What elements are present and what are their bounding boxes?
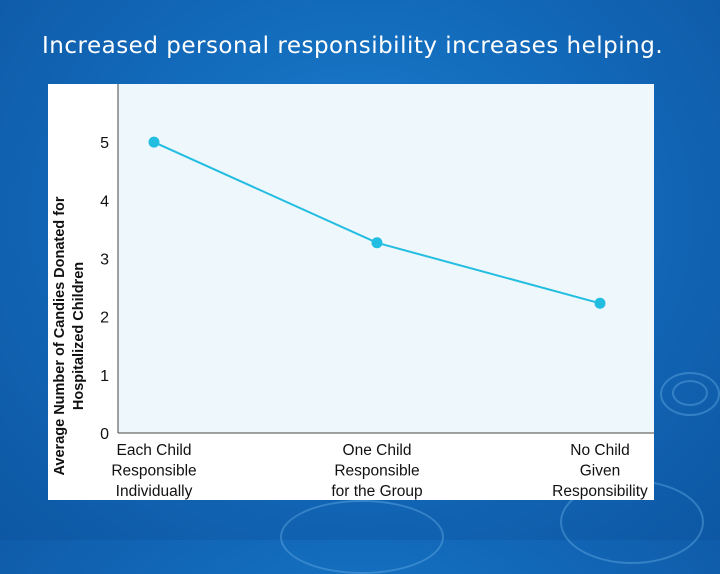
ripple-decoration [660, 372, 720, 416]
x-tick-label: No Child Given Responsibility [552, 442, 648, 500]
y-tick-label: 4 [100, 193, 109, 210]
plot-area [118, 84, 654, 433]
y-axis-title-line: Hospitalized Children [71, 262, 87, 410]
data-point [148, 136, 160, 148]
y-tick-label: 5 [100, 135, 109, 152]
y-axis-title: Average Number of Candies Donated for Ho… [52, 196, 87, 475]
ripple-decoration [280, 500, 444, 574]
x-tick-label: Each Child Responsible Individually [111, 442, 196, 500]
slide-title: Increased personal responsibility increa… [42, 33, 664, 60]
data-point [371, 237, 383, 249]
y-tick-label: 2 [100, 310, 109, 327]
x-tick-label: One Child Responsible for the Group [331, 442, 422, 500]
y-axis-title-line: Average Number of Candies Donated for [52, 196, 68, 475]
chart-panel: Average Number of Candies Donated for Ho… [48, 84, 654, 500]
ripple-decoration [672, 380, 708, 406]
data-point [594, 297, 606, 309]
y-tick-label: 3 [100, 252, 109, 269]
y-tick-label: 0 [100, 426, 109, 443]
line-chart: Average Number of Candies Donated for Ho… [52, 84, 654, 500]
y-tick-label: 1 [100, 368, 109, 385]
